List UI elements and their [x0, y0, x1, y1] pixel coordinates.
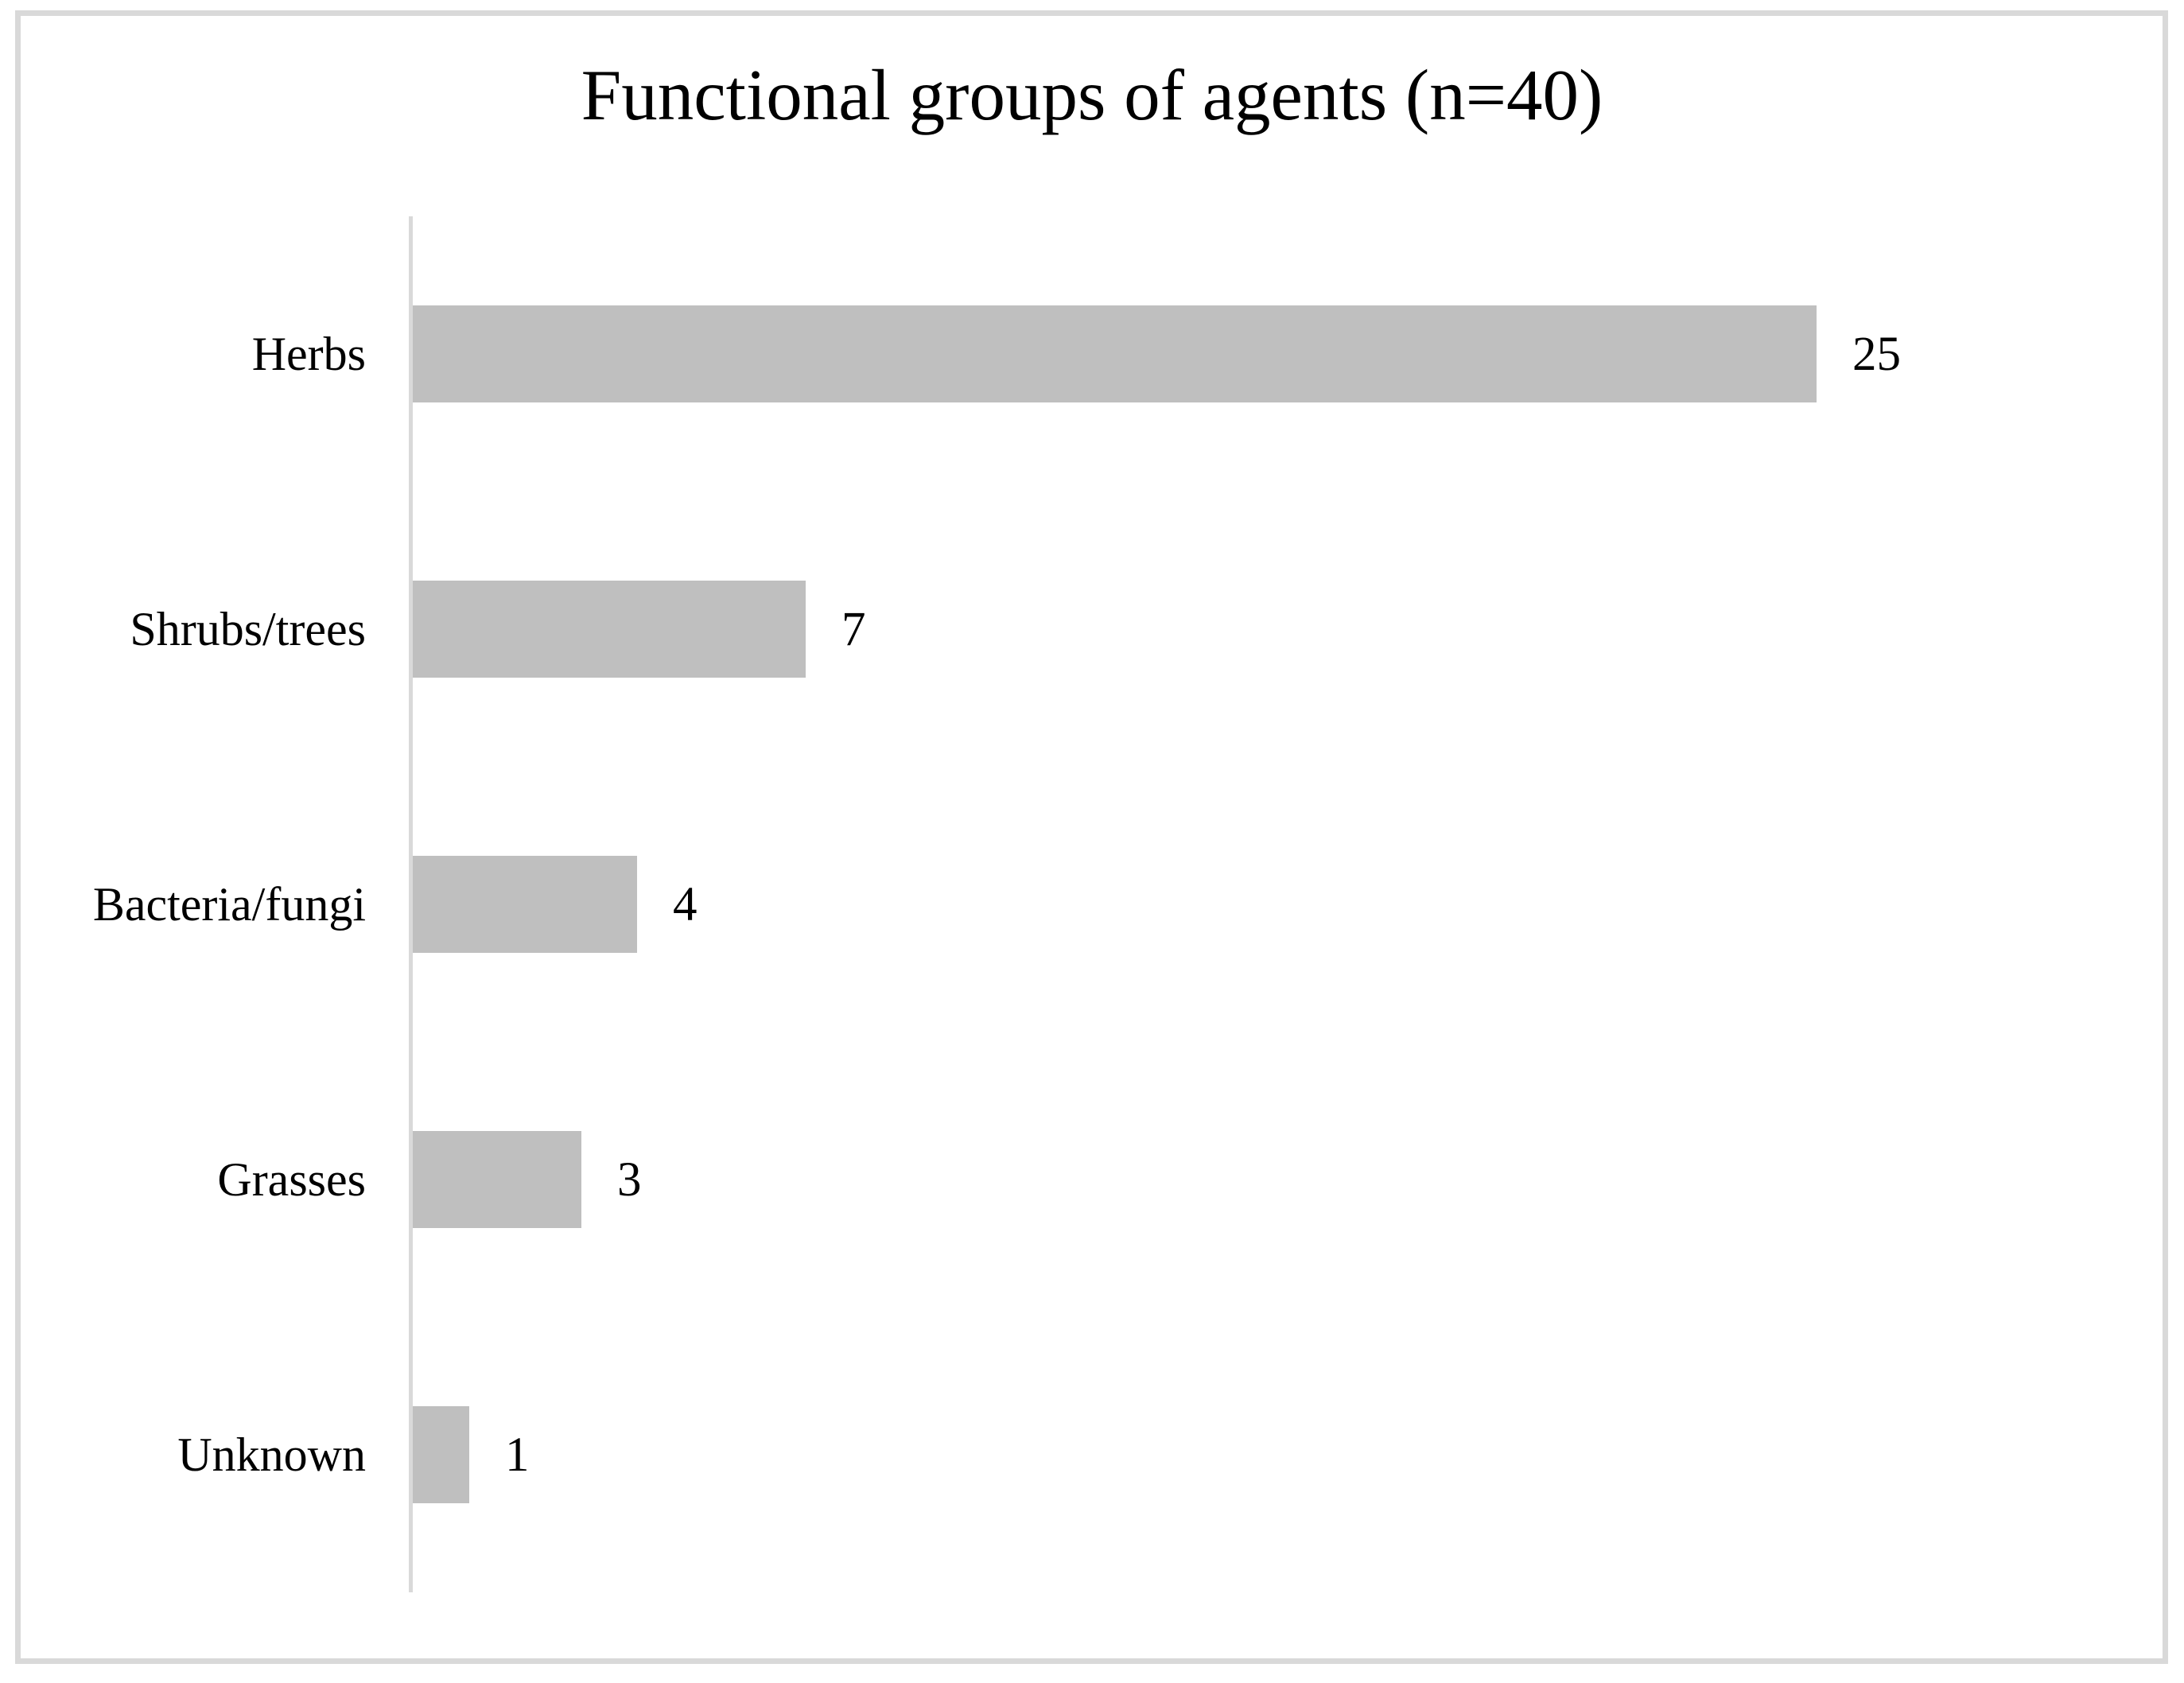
chart-title: Functional groups of agents (n=40) [581, 55, 1603, 135]
bar-row: Unknown 1 [0, 1317, 2184, 1592]
y-axis-line [409, 216, 413, 1592]
value-label: 1 [505, 1428, 530, 1482]
value-label: 3 [617, 1152, 642, 1207]
bar [413, 1131, 581, 1228]
bar-row: Grasses 3 [0, 1042, 2184, 1317]
figure-frame [15, 10, 2168, 1664]
category-label: Bacteria/fungi [92, 878, 366, 931]
plot-area: Herbs 25 Shrubs/trees 7 Bacteria/fungi 4 Grass… [0, 216, 2184, 1592]
category-label: Grasses [217, 1153, 366, 1206]
bar [413, 581, 806, 678]
value-label: 4 [673, 877, 698, 931]
bar [413, 856, 637, 953]
bar-row: Herbs 25 [0, 216, 2184, 492]
bar-row: Shrubs/trees 7 [0, 492, 2184, 767]
category-label: Herbs [251, 328, 366, 380]
category-label: Unknown [177, 1428, 366, 1481]
bar [413, 1406, 469, 1503]
category-label: Shrubs/trees [130, 603, 366, 655]
value-label: 7 [841, 602, 866, 656]
bar-row: Bacteria/fungi 4 [0, 767, 2184, 1042]
bar [413, 305, 1817, 402]
value-label: 25 [1852, 327, 1901, 381]
